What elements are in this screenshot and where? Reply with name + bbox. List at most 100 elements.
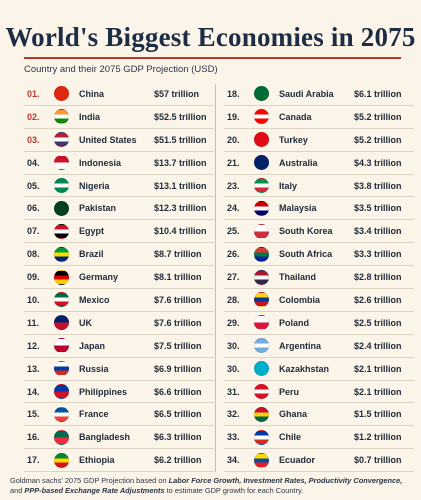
ecuador-flag-icon xyxy=(254,452,269,468)
ranking-row: 02. India $52.5 trillion xyxy=(24,106,214,129)
country-name: South Africa xyxy=(279,249,333,260)
ranking-row: 19. Canada $5.2 trillion xyxy=(224,106,414,129)
ranking-row: 27. Thailand $2.8 trillion xyxy=(224,266,414,290)
country-name: Ghana xyxy=(279,409,308,420)
country-name: Malaysia xyxy=(279,203,317,214)
colombia-flag-icon xyxy=(254,292,269,308)
ranking-row: 13. Russia $6.9 trillion xyxy=(24,358,214,381)
kazakhstan-flag-icon xyxy=(254,361,269,377)
ranking-row: 32. Ghana $1.5 trillion xyxy=(224,403,414,427)
country-name: United States xyxy=(79,134,137,145)
ranking-row: 15. France $6.5 trillion xyxy=(24,403,214,427)
gdp-value: $3.8 trillion xyxy=(354,180,402,191)
country-name: Philippines xyxy=(79,386,128,397)
rank-number: 04. xyxy=(27,157,40,168)
country-name: Chile xyxy=(279,432,302,443)
gdp-value: $8.7 trillion xyxy=(154,249,202,260)
saudi-arabia-flag-icon xyxy=(254,86,269,102)
country-name: Nigeria xyxy=(79,180,110,191)
rank-number: 33. xyxy=(227,432,240,443)
rank-number: 21. xyxy=(227,157,240,168)
footnote-text: and xyxy=(10,486,25,495)
subtitle: Country and their 2075 GDP Projection (U… xyxy=(24,64,218,75)
gdp-value: $8.1 trillion xyxy=(154,272,202,283)
gdp-value: $7.5 trillion xyxy=(154,340,202,351)
gdp-value: $6.3 trillion xyxy=(154,432,202,443)
turkey-flag-icon xyxy=(254,132,269,148)
malaysia-flag-icon xyxy=(254,200,269,216)
rank-number: 20. xyxy=(227,134,240,145)
footnote-text: to estimate GDP growth for each Country. xyxy=(164,486,304,495)
gdp-value: $0.7 trillion xyxy=(354,455,402,466)
country-name: France xyxy=(79,409,109,420)
usa-flag-icon xyxy=(54,132,69,148)
gdp-value: $1.2 trillion xyxy=(354,432,402,443)
country-name: Peru xyxy=(279,386,300,397)
ranking-row: 11. UK $7.6 trillion xyxy=(24,312,214,335)
rank-number: 26. xyxy=(227,249,240,260)
china-flag-icon xyxy=(54,86,69,102)
gdp-value: $3.3 trillion xyxy=(354,249,402,260)
footnote-text: Goldman sachs' 2075 GDP Projection based… xyxy=(10,476,169,485)
ranking-row: 25. South Korea $3.4 trillion xyxy=(224,220,414,244)
chile-flag-icon xyxy=(254,429,269,445)
rank-number: 30. xyxy=(227,363,240,374)
south-korea-flag-icon xyxy=(254,223,269,239)
ranking-row: 17. Ethiopia $6.2 trillion xyxy=(24,449,214,473)
rank-number: 06. xyxy=(27,203,40,214)
japan-flag-icon xyxy=(54,338,69,354)
title-underline xyxy=(24,57,401,59)
ranking-row: 29. Poland $2.5 trillion xyxy=(224,312,414,335)
country-name: Saudi Arabia xyxy=(279,88,334,99)
source-footnote: Goldman sachs' 2075 GDP Projection based… xyxy=(10,476,415,496)
country-name: China xyxy=(79,88,105,99)
rank-number: 31. xyxy=(227,386,240,397)
rank-number: 10. xyxy=(27,294,40,305)
country-name: Italy xyxy=(279,180,298,191)
rank-number: 29. xyxy=(227,317,240,328)
gdp-value: $3.4 trillion xyxy=(354,226,402,237)
country-name: Bangladesh xyxy=(79,432,131,443)
poland-flag-icon xyxy=(254,315,269,331)
gdp-value: $6.6 trillion xyxy=(154,386,202,397)
rank-number: 01. xyxy=(27,88,40,99)
gdp-value: $51.5 trillion xyxy=(154,134,207,145)
gdp-value: $6.1 trillion xyxy=(354,88,402,99)
rank-number: 19. xyxy=(227,111,240,122)
ranking-row: 16. Bangladesh $6.3 trillion xyxy=(24,426,214,450)
gdp-value: $5.2 trillion xyxy=(354,111,402,122)
country-name: Pakistan xyxy=(79,203,117,214)
ethiopia-flag-icon xyxy=(54,452,69,468)
ranking-column-right: 18. Saudi Arabia $6.1 trillion 19. Canada $5.… xyxy=(224,83,414,473)
gdp-value: $2.1 trillion xyxy=(354,363,402,374)
ranking-row: 33. Chile $1.2 trillion xyxy=(224,426,414,450)
country-name: India xyxy=(79,111,101,122)
ranking-row: 12. Japan $7.5 trillion xyxy=(24,335,214,358)
column-divider xyxy=(215,84,216,472)
country-name: Argentina xyxy=(279,340,322,351)
ranking-row: 30. Kazakhstan $2.1 trillion xyxy=(224,358,414,381)
peru-flag-icon xyxy=(254,384,269,400)
gdp-value: $4.3 trillion xyxy=(354,157,402,168)
rank-number: 28. xyxy=(227,294,240,305)
rank-number: 23. xyxy=(227,180,240,191)
gdp-value: $1.5 trillion xyxy=(354,409,402,420)
egypt-flag-icon xyxy=(54,223,69,239)
rank-number: 13. xyxy=(27,363,40,374)
ranking-row: 18. Saudi Arabia $6.1 trillion xyxy=(224,83,414,106)
rank-number: 12. xyxy=(27,340,40,351)
rank-number: 14. xyxy=(27,386,40,397)
brazil-flag-icon xyxy=(54,246,69,262)
australia-flag-icon xyxy=(254,155,269,171)
ranking-row: 08. Brazil $8.7 trillion xyxy=(24,243,214,267)
country-name: Indonesia xyxy=(79,157,122,168)
ranking-row: 03. United States $51.5 trillion xyxy=(24,129,214,152)
canada-flag-icon xyxy=(254,109,269,125)
gdp-value: $2.4 trillion xyxy=(354,340,402,351)
rank-number: 17. xyxy=(27,455,40,466)
ranking-row: 31. Peru $2.1 trillion xyxy=(224,381,414,404)
ghana-flag-icon xyxy=(254,406,269,422)
rank-number: 32. xyxy=(227,409,240,420)
rank-number: 25. xyxy=(227,226,240,237)
south-africa-flag-icon xyxy=(254,246,269,262)
